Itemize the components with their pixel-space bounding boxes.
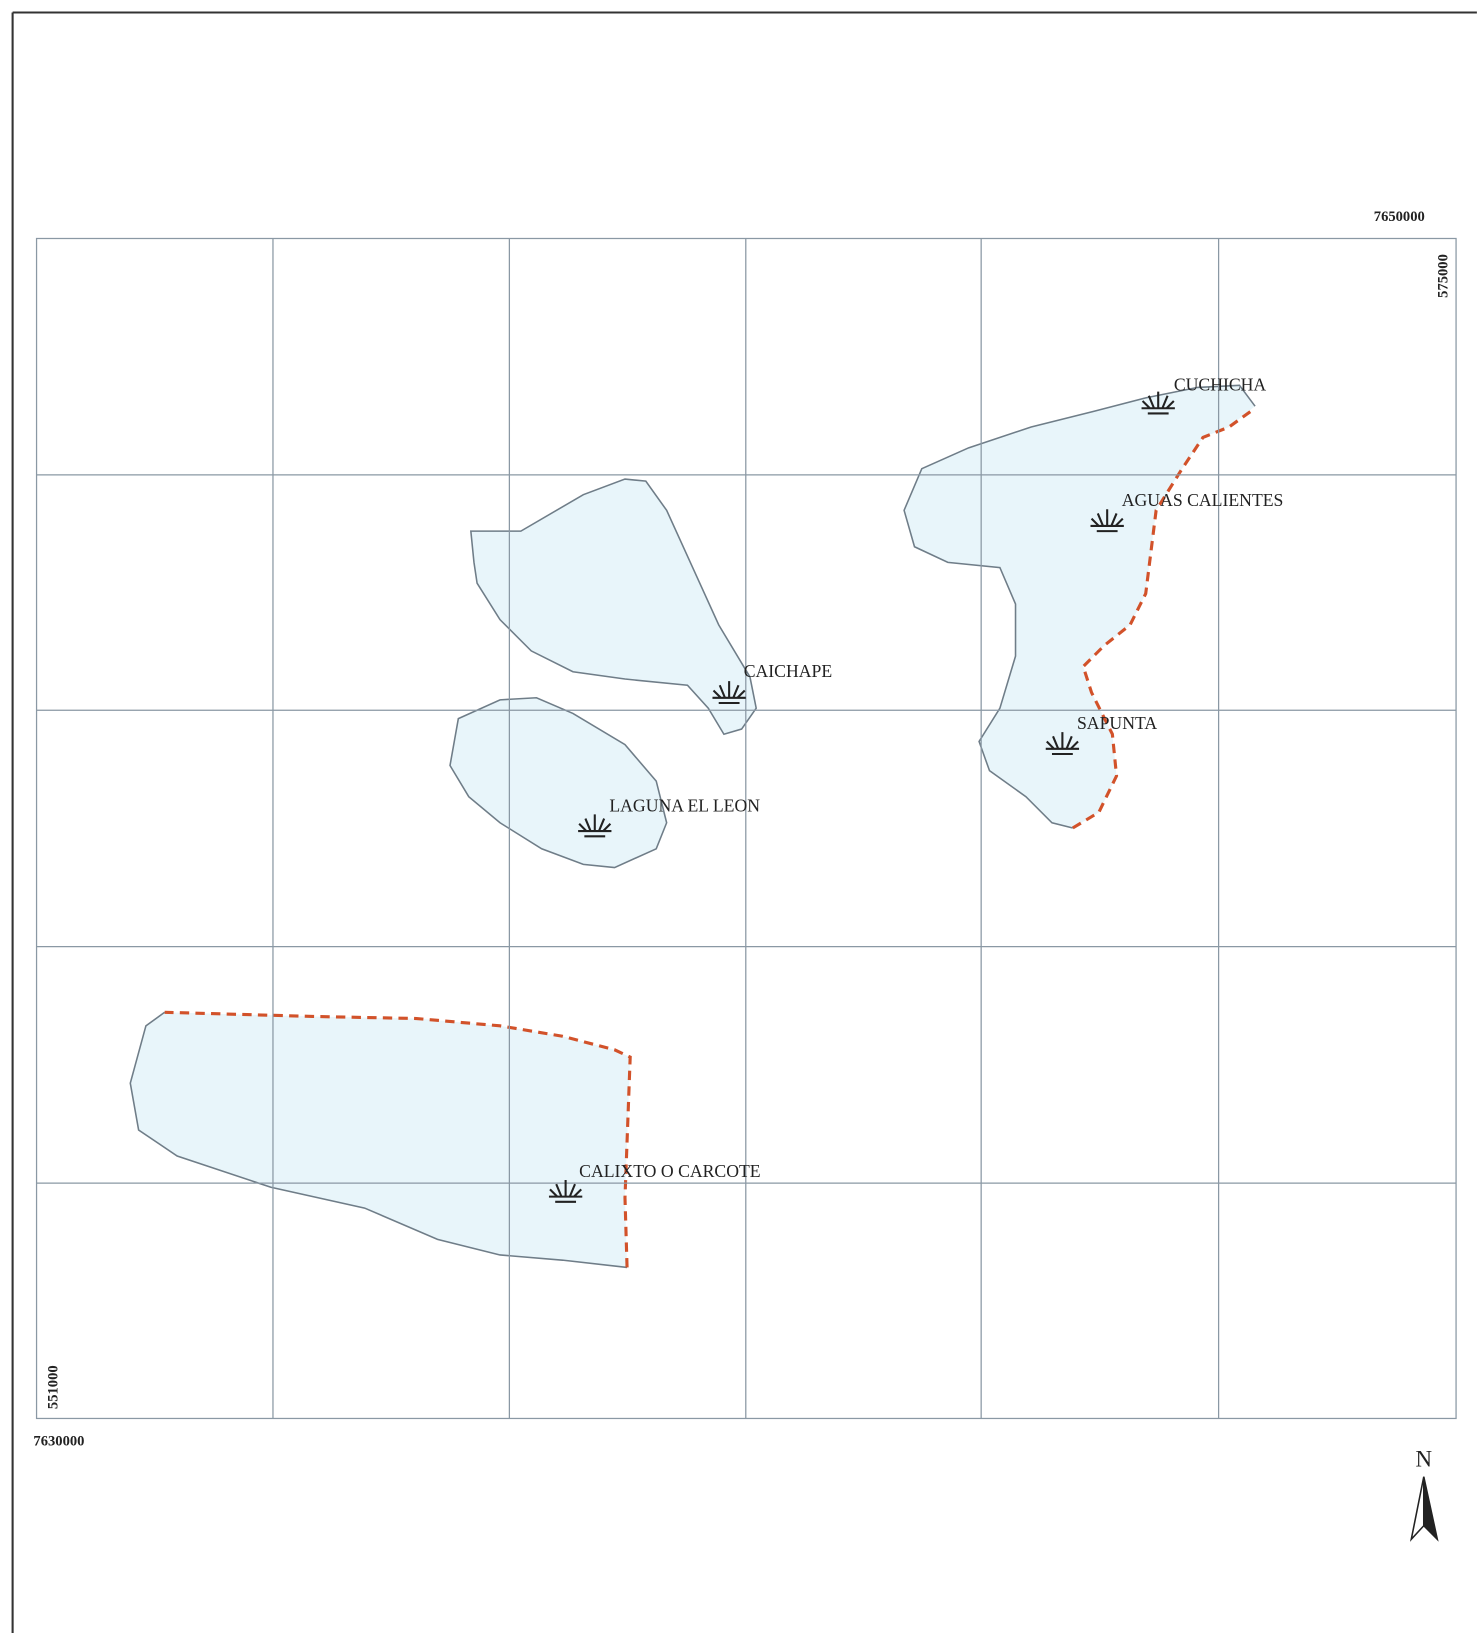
places: CUCHICHA AGUAS CALIENTES CAICHAPE SAPUNTA LA… — [548, 375, 1284, 1203]
symbol-shape — [548, 1179, 583, 1203]
zones — [129, 384, 1256, 1269]
zone — [130, 1012, 631, 1268]
place-label: AGUAS CALIENTES — [1122, 490, 1284, 510]
boundary — [129, 1011, 628, 1269]
marsh-symbol — [1090, 509, 1124, 533]
marsh-symbol — [1141, 391, 1175, 415]
coordinate-label: 575000 — [1436, 254, 1452, 298]
zone — [904, 385, 1256, 828]
dashed-boundary — [1072, 406, 1256, 830]
symbol-shape — [1090, 509, 1124, 533]
place-label: LAGUNA EL LEON — [609, 795, 760, 815]
coordinate-label: 7630000 — [33, 1434, 84, 1450]
marsh-symbol — [548, 1179, 583, 1203]
symbol-shape — [1045, 732, 1080, 756]
symbol-shape — [712, 681, 746, 705]
place-label: SAPUNTA — [1077, 713, 1157, 733]
symbol-shape — [578, 814, 612, 838]
marsh-symbol — [712, 681, 746, 705]
north-arrow: N — [1409, 1446, 1439, 1542]
north-label: N — [1416, 1446, 1433, 1471]
coordinate-label: 551000 — [45, 1365, 61, 1409]
symbol-shape — [1141, 391, 1175, 415]
boundary — [903, 384, 1256, 829]
coordinate-label: 7650000 — [1374, 209, 1425, 225]
marsh-symbol — [578, 814, 612, 838]
place-label: CAICHAPE — [744, 661, 832, 681]
grid — [35, 237, 1457, 1420]
zone — [469, 478, 758, 736]
marsh-symbol — [1045, 732, 1080, 756]
place-label: CALIXTO O CARCOTE — [579, 1161, 760, 1181]
dashed-boundary — [164, 1010, 632, 1268]
place-label: CUCHICHA — [1174, 375, 1267, 395]
frame — [11, 11, 1477, 1633]
zone — [449, 696, 668, 869]
